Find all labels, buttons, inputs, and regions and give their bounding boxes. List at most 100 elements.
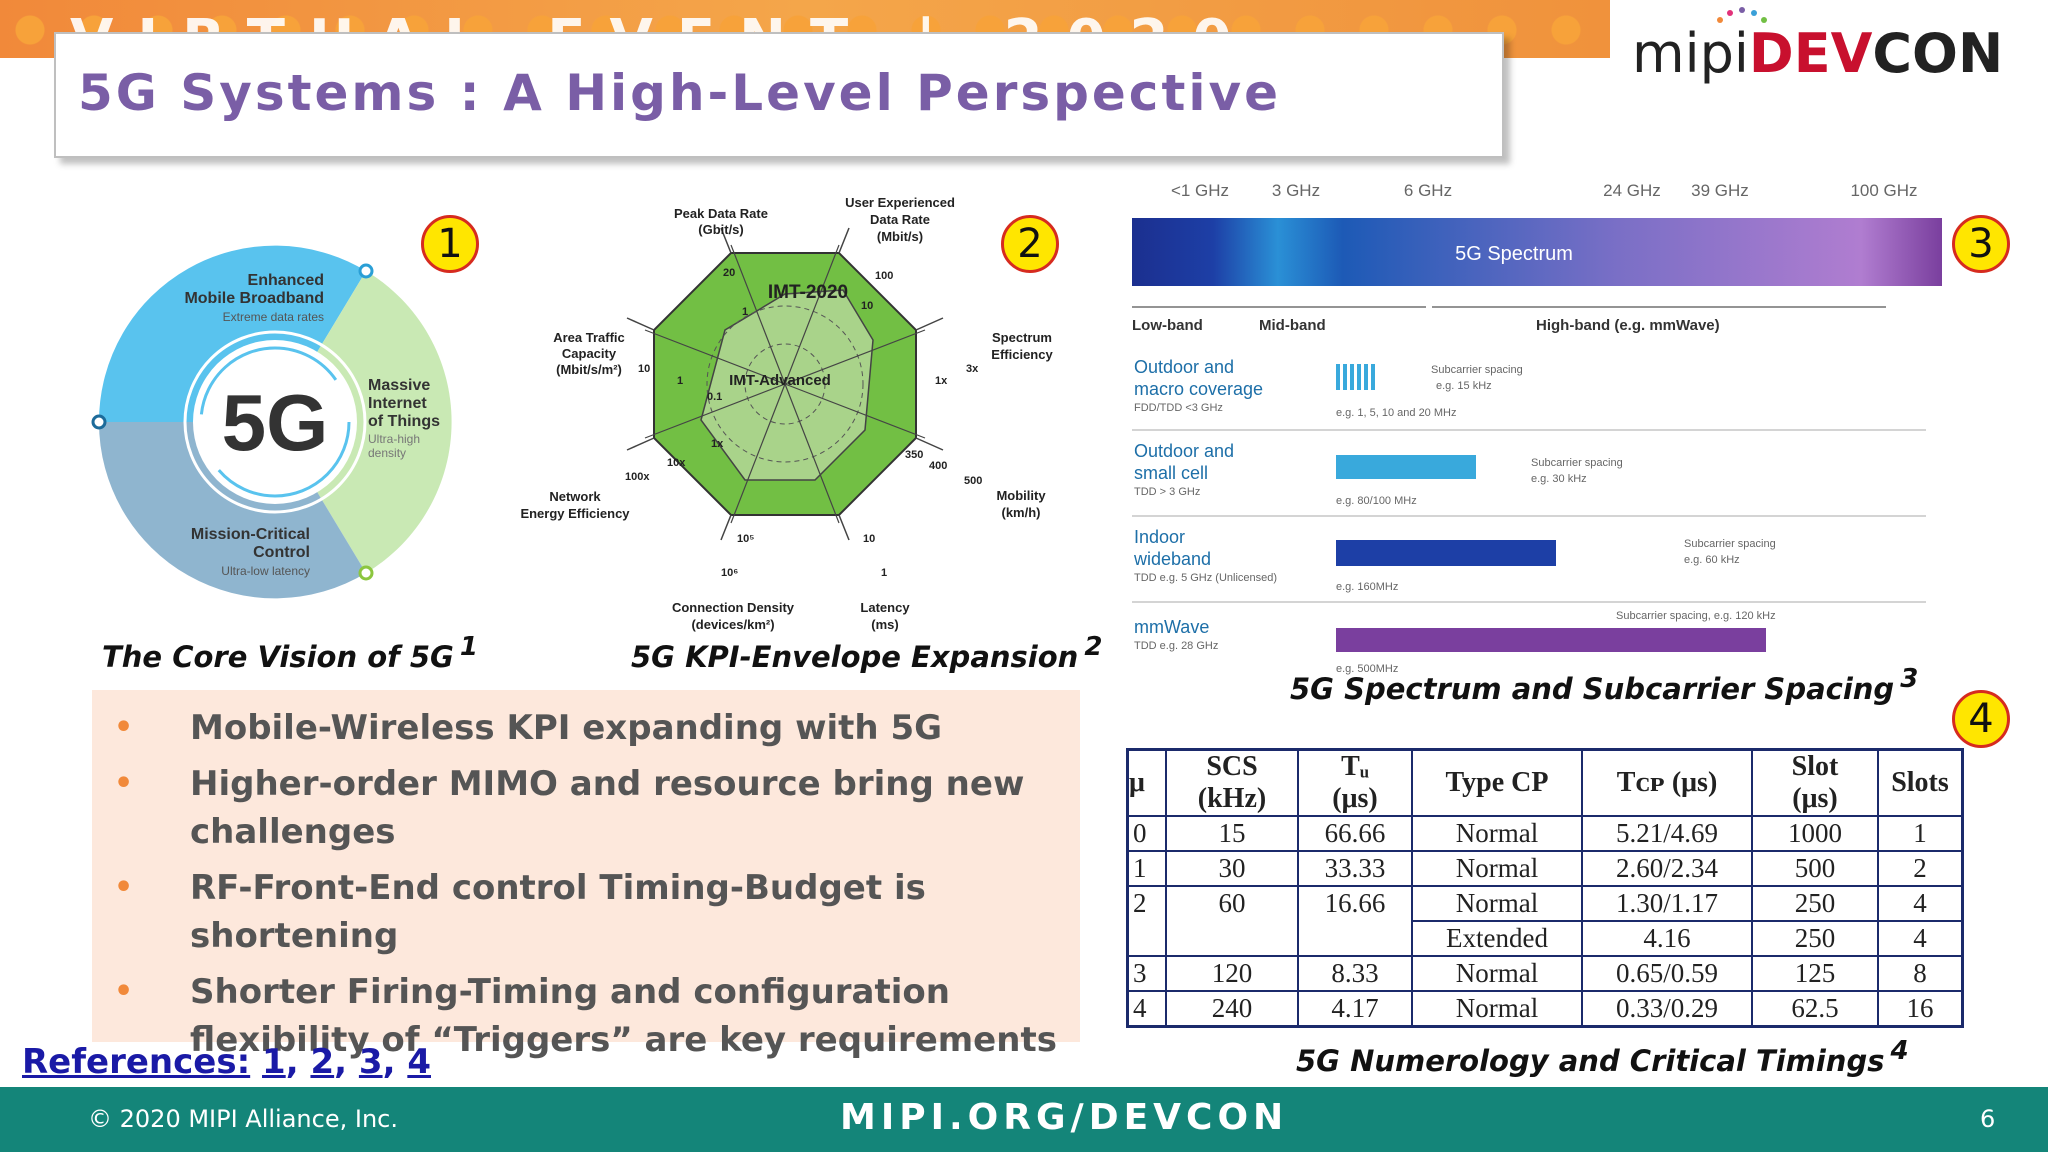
svg-text:5G Spectrum: 5G Spectrum <box>1455 243 1573 265</box>
page-number: 6 <box>1980 1105 1996 1133</box>
svg-text:e.g. 500MHz: e.g. 500MHz <box>1336 663 1398 675</box>
reference-link-2[interactable]: 2 <box>310 1042 335 1082</box>
svg-text:Mobility: Mobility <box>996 488 1046 503</box>
copyright: © 2020 MIPI Alliance, Inc. <box>88 1105 398 1133</box>
svg-text:Connection Density: Connection Density <box>672 600 795 615</box>
svg-text:Extreme data rates: Extreme data rates <box>223 310 324 324</box>
svg-text:(devices/km²): (devices/km²) <box>691 617 774 632</box>
svg-text:e.g. 30 kHz: e.g. 30 kHz <box>1531 473 1587 485</box>
svg-text:0.1: 0.1 <box>707 391 722 403</box>
svg-text:(ms): (ms) <box>871 617 898 632</box>
svg-text:e.g. 80/100 MHz: e.g. 80/100 MHz <box>1336 495 1417 507</box>
key-points-panel: • Mobile-Wireless KPI expanding with 5G •… <box>92 690 1080 1060</box>
page-title: 5G Systems : A High-Level Perspective <box>78 64 1281 122</box>
svg-text:Area Traffic: Area Traffic <box>553 330 625 345</box>
svg-text:(Gbit/s): (Gbit/s) <box>698 222 744 237</box>
svg-text:Efficiency: Efficiency <box>991 347 1053 362</box>
references-label-link[interactable]: References: <box>22 1042 251 1082</box>
svg-text:macro coverage: macro coverage <box>1134 379 1263 399</box>
header-slots: Slots <box>1877 748 1964 817</box>
table-row: 4 240 4.17 Normal 0.33/0.29 62.5 16 <box>1126 990 1964 1028</box>
svg-text:(Mbit/s): (Mbit/s) <box>877 229 923 244</box>
svg-text:400: 400 <box>929 460 947 472</box>
svg-text:Network: Network <box>549 489 601 504</box>
caption-numerology: 5G Numerology and Critical Timings 4 <box>1296 1036 1909 1078</box>
svg-text:Low-band: Low-band <box>1132 317 1203 334</box>
svg-text:10: 10 <box>861 300 873 312</box>
svg-text:TDD e.g. 28 GHz: TDD e.g. 28 GHz <box>1134 640 1218 652</box>
svg-text:Subcarrier spacing, e.g. 120 k: Subcarrier spacing, e.g. 120 kHz <box>1616 610 1776 622</box>
svg-text:350: 350 <box>905 449 923 461</box>
reference-link-3[interactable]: 3 <box>358 1042 383 1082</box>
svg-text:Outdoor and: Outdoor and <box>1134 441 1234 461</box>
table-row: 3 120 8.33 Normal 0.65/0.59 125 8 <box>1126 955 1964 992</box>
svg-text:3 GHz: 3 GHz <box>1272 181 1320 200</box>
svg-text:e.g. 1, 5, 10 and 20 MHz: e.g. 1, 5, 10 and 20 MHz <box>1336 407 1456 419</box>
figure-badge-3: 3 <box>1952 215 2010 273</box>
spectrum-bar <box>1132 218 1942 286</box>
svg-text:Ultra-high: Ultra-high <box>368 432 420 446</box>
table-row: 2 60 16.66 Normal 1.30/1.17 250 4 <box>1126 885 1964 957</box>
svg-text:User Experienced: User Experienced <box>845 195 955 210</box>
svg-text:Peak Data Rate: Peak Data Rate <box>674 206 768 221</box>
header-mu: μ <box>1126 748 1167 817</box>
table-row: Extended 4.16 250 4 <box>1128 920 1964 957</box>
svg-text:wideband: wideband <box>1133 549 1211 569</box>
miot-segment <box>275 271 452 573</box>
svg-text:Latency: Latency <box>860 600 910 615</box>
svg-text:IMT-Advanced: IMT-Advanced <box>729 372 831 389</box>
svg-text:10: 10 <box>863 533 875 545</box>
logo-dots-icon <box>1717 7 1767 23</box>
caption-core-vision: The Core Vision of 5G 1 <box>102 632 478 674</box>
svg-text:Ultra-low latency: Ultra-low latency <box>221 564 310 578</box>
svg-text:Spectrum: Spectrum <box>992 330 1052 345</box>
bullet-item: • RF-Front-End control Timing-Budget is s… <box>114 868 926 956</box>
svg-text:Capacity: Capacity <box>562 346 617 361</box>
reference-link-1[interactable]: 1 <box>262 1042 286 1082</box>
figure-badge-4: 4 <box>1952 690 2010 748</box>
svg-text:1: 1 <box>677 375 683 387</box>
svg-text:10⁶: 10⁶ <box>721 567 738 579</box>
table-header-row: μ SCS (kHz) Tᵤ (μs) Type CP Tᴄᴘ (μs) Slot(… <box>1126 748 1964 817</box>
svg-text:500: 500 <box>964 475 982 487</box>
spectrum-row-4: mmWave TDD e.g. 28 GHz Subcarrier spacin… <box>1134 610 1776 675</box>
header-tcp: Tᴄᴘ (μs) <box>1581 748 1753 817</box>
svg-text:Enhanced: Enhanced <box>248 272 324 289</box>
figure-badge-2: 2 <box>1001 215 1059 273</box>
svg-text:High-band (e.g. mmWave): High-band (e.g. mmWave) <box>1536 317 1720 334</box>
svg-text:TDD > 3 GHz: TDD > 3 GHz <box>1134 486 1200 498</box>
svg-text:1: 1 <box>742 306 748 318</box>
svg-text:1x: 1x <box>711 438 724 450</box>
svg-text:3x: 3x <box>966 363 979 375</box>
svg-text:e.g. 160MHz: e.g. 160MHz <box>1336 581 1398 593</box>
spectrum-row-1: Outdoor and macro coverage FDD/TDD <3 GH… <box>1132 357 1926 431</box>
caption-spectrum: 5G Spectrum and Subcarrier Spacing 3 <box>1290 664 1919 706</box>
svg-text:of Things: of Things <box>368 413 440 430</box>
table-row: 0 15 66.66 Normal 5.21/4.69 1000 1 <box>1126 815 1964 852</box>
svg-text:Indoor: Indoor <box>1134 527 1185 547</box>
svg-text:100: 100 <box>875 270 893 282</box>
svg-text:Mid-band: Mid-band <box>1259 317 1326 334</box>
svg-text:Massive: Massive <box>368 377 430 394</box>
svg-text:Outdoor and: Outdoor and <box>1134 357 1234 377</box>
svg-text:24 GHz: 24 GHz <box>1603 181 1661 200</box>
svg-text:small cell: small cell <box>1134 463 1208 483</box>
references: References: 1, 2, 3, 4 <box>22 1042 431 1082</box>
svg-text:100 GHz: 100 GHz <box>1850 181 1917 200</box>
svg-text:20: 20 <box>723 267 735 279</box>
svg-text:e.g. 15 kHz: e.g. 15 kHz <box>1436 380 1492 392</box>
header-scs: SCS (kHz) <box>1165 748 1299 817</box>
svg-text:Mission-Critical: Mission-Critical <box>191 526 310 543</box>
svg-text:(Mbit/s/m²): (Mbit/s/m²) <box>556 362 622 377</box>
svg-text:TDD e.g. 5 GHz (Unlicensed): TDD e.g. 5 GHz (Unlicensed) <box>1134 572 1277 584</box>
spectrum-row-3: Indoor wideband TDD e.g. 5 GHz (Unlicens… <box>1132 527 1926 603</box>
svg-text:FDD/TDD <3 GHz: FDD/TDD <3 GHz <box>1134 402 1223 414</box>
bullet-item: • Shorter Firing-Timing and configuration… <box>114 972 1057 1060</box>
table-row: 1 30 33.33 Normal 2.60/2.34 500 2 <box>1126 850 1964 887</box>
spectrum-row-2: Outdoor and small cell TDD > 3 GHz Subca… <box>1132 441 1926 517</box>
title-box: 5G Systems : A High-Level Perspective <box>54 32 1504 158</box>
header-slot: Slot (μs) <box>1751 748 1879 817</box>
vision-center-label: 5G <box>222 378 329 467</box>
reference-link-4[interactable]: 4 <box>407 1042 431 1082</box>
kpi-radar-chart: IMT-2020 IMT-Advanced Peak Data Rate (Gb… <box>520 195 1053 632</box>
